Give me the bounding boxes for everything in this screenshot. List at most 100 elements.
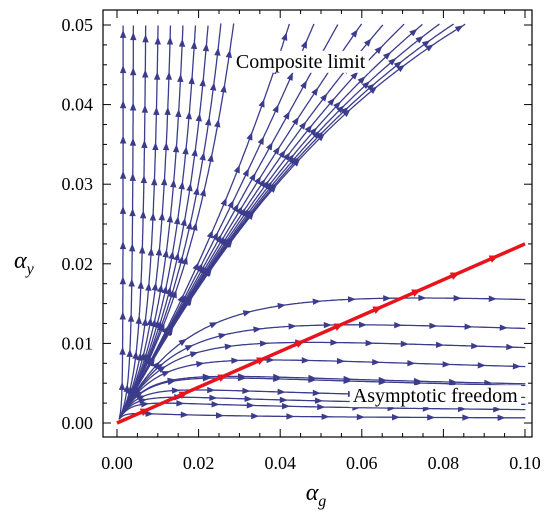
stream-arrow: [308, 374, 317, 382]
stream-arrow: [506, 343, 515, 351]
stream-arrow: [374, 46, 383, 54]
stream-arrow: [207, 386, 216, 394]
stream-arrow: [170, 179, 177, 188]
x-axis-ticks: 0.00 0.02 0.04 0.06 0.08 0.10: [101, 10, 541, 473]
stream-arrow: [314, 397, 323, 404]
stream-arrow: [512, 363, 521, 370]
stream-arrow: [321, 413, 330, 420]
stream-arrow: [336, 357, 345, 365]
stream-arrow: [196, 361, 205, 368]
stream-arrow: [311, 130, 320, 139]
streamline-25: [118, 297, 526, 420]
stream-arrow: [199, 188, 207, 197]
x-tick-label: 0.00: [101, 453, 133, 473]
stream-arrow: [418, 294, 427, 302]
stream-arrow: [340, 107, 349, 115]
stream-arrow: [300, 80, 307, 89]
stream-arrow: [304, 124, 313, 134]
stream-arrow: [168, 250, 175, 260]
stream-arrow: [129, 172, 136, 181]
asymptotic-freedom-separatrix: [116, 242, 526, 425]
stream-arrow: [206, 230, 213, 239]
stream-arrow: [153, 106, 160, 115]
stream-arrow: [372, 358, 381, 366]
separatrix-arrow: [178, 391, 189, 399]
stream-arrow: [173, 216, 181, 225]
stream-arrow: [165, 286, 172, 296]
stream-arrow: [488, 295, 497, 302]
annotation-background: [349, 385, 522, 408]
stream-arrow: [277, 302, 286, 310]
stream-arrow: [154, 36, 161, 45]
stream-arrow: [180, 411, 189, 418]
stream-arrow: [383, 295, 392, 302]
stream-arrow: [186, 183, 193, 192]
x-tick-label: 0.04: [264, 453, 296, 473]
stream-arrow: [119, 311, 126, 320]
stream-arrow: [278, 149, 286, 159]
y-tick-label: 0.02: [62, 254, 94, 274]
stream-arrow: [177, 255, 184, 265]
streamline-19: [119, 23, 466, 419]
stream-arrow: [141, 317, 148, 327]
stream-arrow: [288, 323, 297, 330]
separatrix-arrow: [372, 306, 383, 314]
x-tick-label: 0.02: [183, 453, 215, 473]
stream-arrow: [137, 280, 144, 289]
stream-arrow: [298, 121, 307, 130]
stream-arrow: [166, 326, 174, 336]
stream-arrow: [119, 29, 127, 38]
stream-arrow: [181, 256, 188, 265]
stream-arrow: [126, 348, 133, 358]
stream-arrow: [366, 83, 375, 92]
stream-arrow: [151, 177, 158, 186]
stream-arrow: [225, 49, 233, 58]
stream-arrow: [146, 317, 153, 326]
stream-arrow: [129, 102, 137, 111]
stream-arrow: [257, 136, 264, 146]
stream-arrow: [286, 413, 295, 420]
stream-arrow: [382, 52, 391, 60]
stream-arrow: [266, 356, 275, 364]
stream-arrow: [129, 67, 137, 76]
stream-arrow: [320, 93, 328, 102]
stream-arrow: [118, 381, 126, 390]
stream-arrow: [140, 401, 150, 408]
stream-arrow: [393, 61, 402, 69]
stream-arrow: [211, 231, 219, 241]
stream-arrow: [141, 104, 149, 113]
stream-arrow: [176, 400, 185, 407]
stream-arrow: [215, 412, 224, 419]
annotation-background: [232, 50, 369, 73]
stream-arrow: [191, 222, 198, 231]
stream-arrow: [193, 186, 200, 196]
stream-arrow: [378, 376, 387, 384]
stream-arrow: [190, 40, 198, 50]
stream-arrow: [309, 127, 318, 136]
y-axis-ticks: 0.00 0.01 0.02 0.03 0.04 0.05: [62, 15, 532, 433]
streamline-0: [118, 25, 124, 418]
stream-arrow: [142, 69, 149, 78]
stream-arrow: [281, 32, 288, 41]
stream-arrow: [189, 351, 199, 358]
stream-arrow: [253, 326, 262, 333]
stream-arrow: [281, 402, 290, 410]
stream-arrow: [272, 146, 280, 155]
stream-arrow: [246, 211, 255, 221]
stream-arrow: [435, 341, 444, 349]
stream-arrow: [407, 359, 416, 367]
stream-arrow: [160, 177, 168, 186]
stream-arrow: [484, 379, 493, 387]
stream-arrow: [286, 154, 295, 163]
stream-arrow: [327, 97, 335, 107]
separatrix-arrow: [449, 272, 460, 280]
stream-arrow: [413, 377, 422, 385]
y-tick-label: 0.04: [62, 95, 94, 115]
stream-arrow: [202, 43, 210, 52]
stream-arrow: [462, 414, 471, 421]
stream-arrow: [396, 64, 405, 73]
streamline-22: [119, 359, 526, 419]
stream-arrow: [142, 34, 149, 43]
stream-arrow: [330, 339, 339, 346]
stream-arrow: [127, 313, 135, 322]
